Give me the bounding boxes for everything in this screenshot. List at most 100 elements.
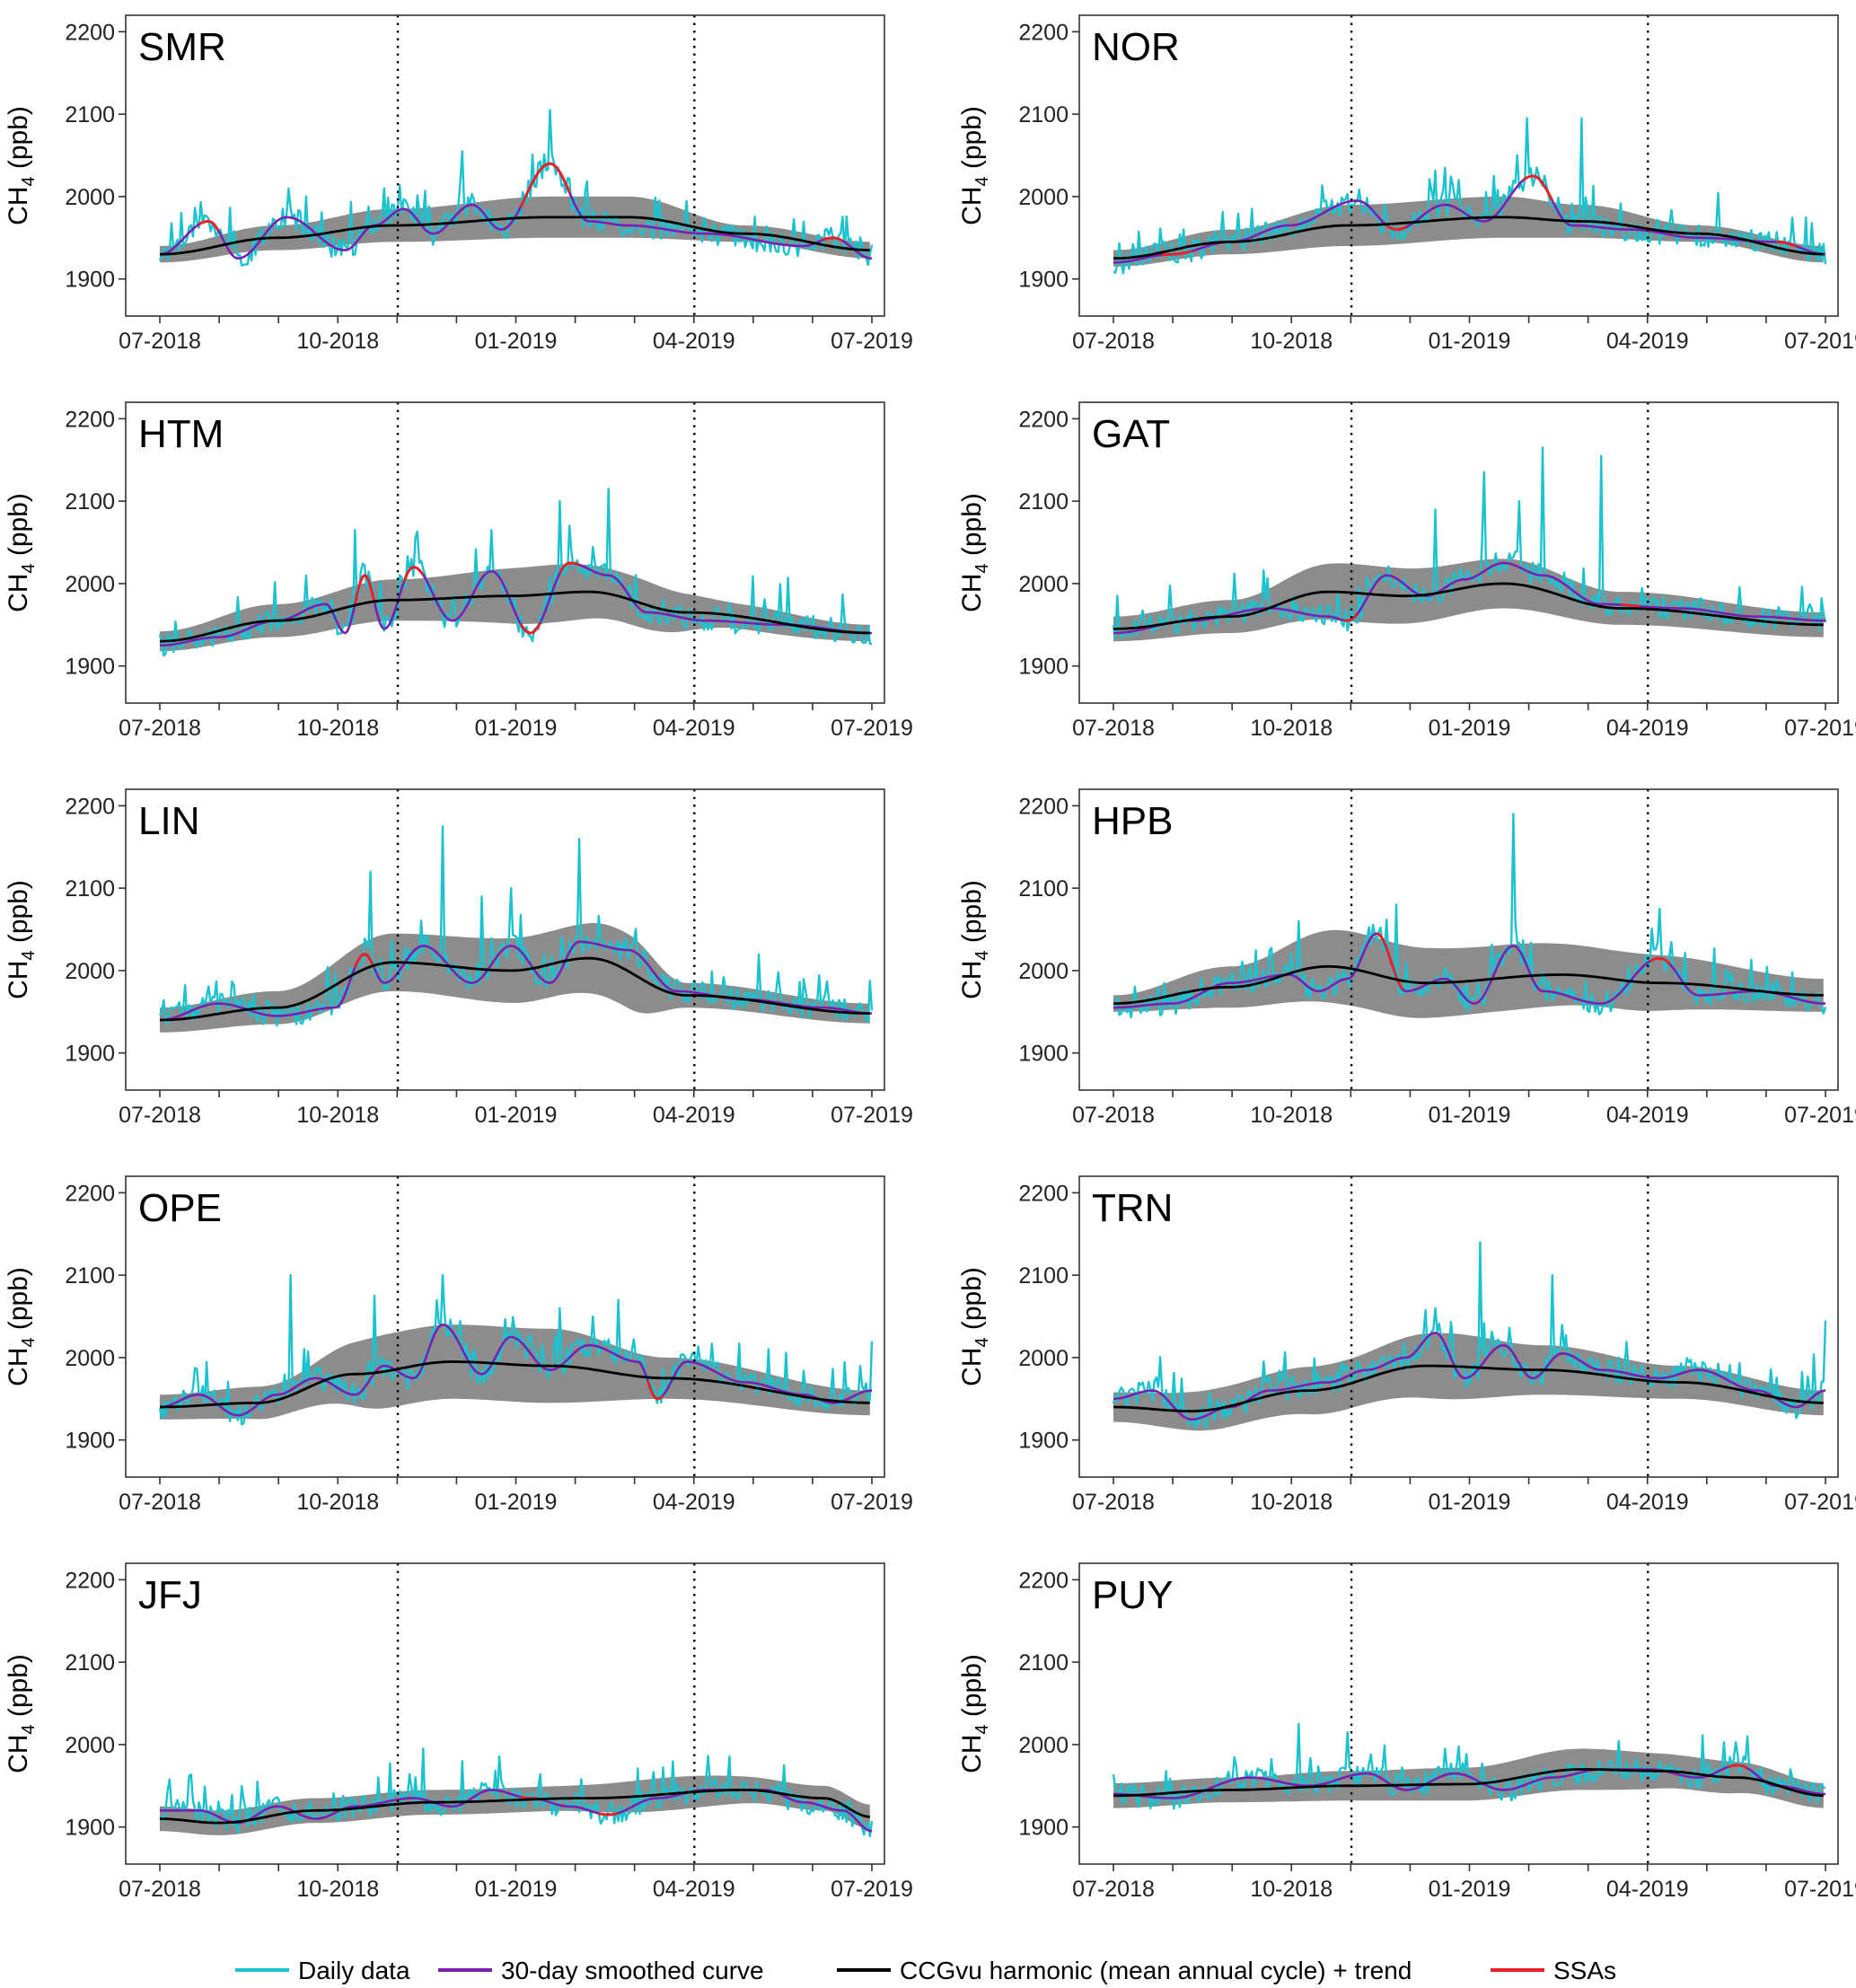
x-tick-label: 10-2018 — [1250, 329, 1333, 354]
x-tick-label: 01-2019 — [1429, 716, 1511, 741]
y-tick-label: 1900 — [65, 655, 115, 680]
x-tick-label: 01-2019 — [475, 1103, 558, 1128]
ssa-segment-0 — [1727, 1764, 1748, 1770]
ssa-segment-3 — [1776, 240, 1797, 248]
y-axis-label: CH4 (ppb) — [4, 880, 39, 999]
smoothed-curve-line — [1113, 561, 1825, 635]
y-tick-label: 1900 — [65, 268, 115, 293]
station-label: JFJ — [138, 1573, 202, 1617]
panel-lin: 1900 2000 2100 2200 07-2018 10-2018 01-2019 04-… — [4, 788, 913, 1128]
x-tick-label: 01-2019 — [475, 329, 558, 354]
harmonic-trend-line — [1113, 216, 1824, 260]
x-tick-label: 04-2019 — [653, 1877, 735, 1902]
harmonic-trend-line — [1113, 1768, 1824, 1798]
daily-data-line — [159, 1747, 874, 1838]
y-tick-label: 2000 — [65, 1346, 115, 1371]
x-tick-label: 07-2018 — [119, 1877, 201, 1902]
plot-area — [158, 109, 874, 267]
y-tick-label: 1900 — [1018, 1429, 1069, 1454]
smoothed-curve-line — [1113, 1332, 1826, 1421]
y-axis-label: CH4 (ppb) — [957, 106, 992, 225]
y-tick-label: 2000 — [1018, 1346, 1069, 1371]
panel-frame — [125, 788, 885, 1091]
y-tick-label: 2100 — [1018, 102, 1069, 128]
x-tick-label: 07-2019 — [1784, 329, 1856, 354]
panel-frame — [1078, 14, 1839, 317]
ssa-segment-0 — [198, 219, 220, 232]
x-tick-label: 10-2018 — [1250, 716, 1333, 741]
x-tick-label: 07-2019 — [831, 329, 913, 354]
ssa-segment-2 — [519, 621, 542, 635]
x-tick-label: 04-2019 — [1606, 329, 1689, 354]
panel-smr: 1900 2000 2100 2200 07-2018 10-2018 01-2019 04-… — [4, 14, 913, 354]
legend-label-ssas: SSAs — [1553, 1957, 1616, 1984]
y-tick-label: 2000 — [65, 185, 115, 210]
y-tick-label: 2100 — [65, 102, 115, 128]
y-axis-label: CH4 (ppb) — [4, 106, 39, 225]
x-tick-label: 01-2019 — [1429, 1877, 1511, 1902]
panel-htm: 1900 2000 2100 2200 07-2018 10-2018 01-2019 04-… — [4, 401, 913, 741]
x-tick-label: 01-2019 — [475, 1877, 558, 1902]
panel-puy: 1900 2000 2100 2200 07-2018 10-2018 01-2019 04-… — [957, 1562, 1856, 1902]
y-axis-label: CH4 (ppb) — [4, 1654, 39, 1773]
uncertainty-band — [1113, 1748, 1824, 1808]
x-tick-label: 07-2019 — [1784, 1103, 1856, 1128]
x-tick-label: 07-2019 — [1784, 716, 1856, 741]
y-tick-label: 2200 — [65, 794, 115, 819]
ssa-segment-0 — [646, 1379, 664, 1401]
y-tick-label: 2200 — [1018, 794, 1069, 819]
y-tick-label: 2100 — [1018, 489, 1069, 515]
daily-data-line — [1113, 117, 1827, 275]
harmonic-trend-line — [1113, 964, 1824, 1005]
y-tick-label: 2100 — [65, 1650, 115, 1676]
plot-area — [1112, 1241, 1827, 1431]
station-label: LIN — [138, 799, 199, 843]
plot-area — [158, 488, 873, 657]
y-tick-label: 1900 — [1018, 1042, 1069, 1067]
panel-frame — [125, 401, 885, 704]
ssa-segment-3 — [559, 561, 580, 575]
y-tick-label: 2200 — [65, 407, 115, 432]
x-tick-label: 07-2018 — [1072, 329, 1155, 354]
panel-frame — [1078, 1175, 1839, 1478]
smoothed-curve-line — [159, 1323, 873, 1417]
station-label: HPB — [1092, 799, 1173, 843]
harmonic-trend-line — [1113, 1364, 1824, 1413]
station-label: SMR — [138, 25, 226, 69]
station-label: OPE — [138, 1186, 222, 1230]
ssa-segment-2 — [1522, 174, 1554, 202]
y-axis-label: CH4 (ppb) — [957, 493, 992, 612]
x-tick-label: 07-2018 — [1072, 1103, 1155, 1128]
smoothed-curve-line — [159, 162, 873, 260]
y-axis-label: CH4 (ppb) — [957, 1267, 992, 1386]
plot-area — [1113, 813, 1827, 1019]
smoothed-curve-line — [1113, 932, 1825, 1009]
panel-frame — [125, 14, 885, 317]
panel-gat: 1900 2000 2100 2200 07-2018 10-2018 01-2019 04-… — [957, 401, 1856, 741]
y-tick-label: 2000 — [65, 959, 115, 984]
x-tick-label: 04-2019 — [1606, 716, 1689, 741]
x-tick-label: 07-2019 — [831, 1877, 913, 1902]
x-tick-label: 10-2018 — [1250, 1877, 1333, 1902]
x-tick-label: 07-2018 — [1072, 1490, 1155, 1515]
y-tick-label: 2000 — [1018, 959, 1069, 984]
x-tick-label: 01-2019 — [1429, 1490, 1511, 1515]
y-tick-label: 2200 — [1018, 1568, 1069, 1593]
x-tick-label: 01-2019 — [1429, 329, 1511, 354]
x-tick-label: 07-2019 — [1784, 1490, 1856, 1515]
y-axis-label: CH4 (ppb) — [4, 493, 39, 612]
plot-area — [159, 1747, 874, 1838]
y-axis-label: CH4 (ppb) — [957, 1654, 992, 1773]
y-tick-label: 2000 — [65, 1733, 115, 1758]
harmonic-trend-line — [159, 590, 870, 643]
ssa-segment-1 — [1620, 603, 1640, 608]
y-tick-label: 2000 — [1018, 1733, 1069, 1758]
y-tick-label: 2000 — [1018, 185, 1069, 210]
daily-data-line — [158, 825, 874, 1027]
panel-frame — [1078, 788, 1839, 1091]
ssa-segment-1 — [402, 566, 425, 584]
x-tick-label: 01-2019 — [475, 716, 558, 741]
x-tick-label: 07-2019 — [1784, 1877, 1856, 1902]
x-tick-label: 04-2019 — [653, 716, 735, 741]
plot-area — [1113, 117, 1827, 275]
